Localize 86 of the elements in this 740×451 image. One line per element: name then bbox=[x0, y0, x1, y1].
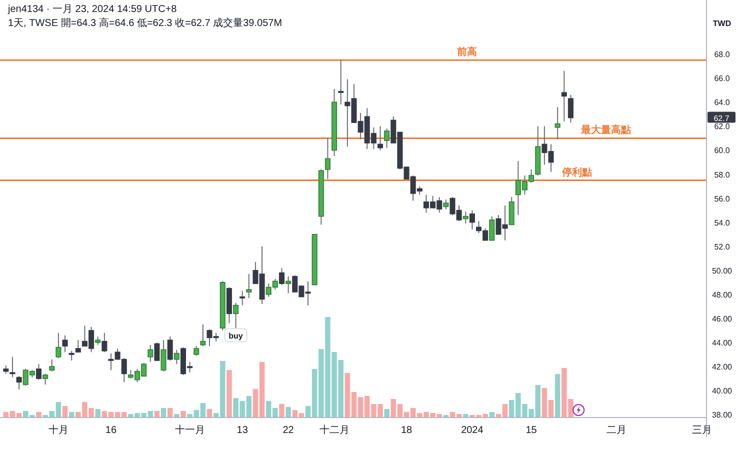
x-tick-label: 十月 bbox=[48, 424, 68, 436]
y-tick-label: 38.00 bbox=[712, 410, 733, 420]
candlestick bbox=[278, 267, 285, 286]
ref-line-label: 停利點 bbox=[561, 166, 592, 178]
x-tick-label: 13 bbox=[236, 425, 248, 436]
x-tick-label: 三月 bbox=[692, 425, 712, 436]
x-tick-label: 16 bbox=[105, 425, 117, 436]
candlestick bbox=[324, 138, 330, 180]
x-tick-label: 15 bbox=[526, 425, 538, 436]
annotation: buy bbox=[228, 331, 244, 340]
candlestick bbox=[10, 356, 16, 378]
candlestick bbox=[508, 196, 514, 226]
ref-line-label: 前高 bbox=[456, 46, 477, 58]
bar bbox=[489, 412, 495, 417]
y-tick-label: 62.0 bbox=[714, 122, 730, 132]
x-tick-label: 十一月 bbox=[174, 424, 205, 436]
bar bbox=[154, 411, 160, 417]
y-tick-label: 52.0 bbox=[714, 242, 730, 252]
bar bbox=[180, 411, 186, 417]
y-tick-label: 42.00 bbox=[712, 362, 733, 372]
chart-title: jen4134 · 一月 23, 2024 14:59 UTC+8 bbox=[7, 4, 178, 15]
candlestick bbox=[16, 376, 22, 390]
candlestick bbox=[568, 94, 574, 124]
y-tick-label: 60.0 bbox=[714, 146, 730, 156]
candlestick bbox=[174, 349, 180, 365]
bar bbox=[160, 408, 166, 417]
x-tick-label: 二月 bbox=[606, 425, 627, 436]
candlestick bbox=[233, 302, 239, 329]
candlestick bbox=[148, 344, 154, 362]
y-tick-label: 50.00 bbox=[712, 266, 733, 276]
y-tick-label: 40.00 bbox=[712, 386, 733, 396]
candlestick bbox=[56, 332, 62, 359]
candlestick bbox=[154, 342, 160, 362]
y-tick-label: 64.0 bbox=[714, 98, 730, 108]
bar bbox=[95, 409, 100, 417]
y-tick-label: 44.00 bbox=[712, 338, 733, 348]
y-tick-label: 48.00 bbox=[712, 290, 733, 300]
candlestick bbox=[68, 350, 74, 362]
bar bbox=[167, 408, 173, 417]
annotation: 62.7 bbox=[714, 114, 730, 123]
x-tick-label: 十二月 bbox=[319, 424, 350, 436]
candlestick bbox=[200, 324, 206, 347]
candlestick bbox=[42, 373, 48, 386]
bar bbox=[286, 407, 291, 417]
candlestick bbox=[554, 106, 560, 140]
x-tick-label: 22 bbox=[282, 425, 294, 436]
candlestick bbox=[160, 340, 166, 372]
y-tick-label: 46.00 bbox=[712, 314, 733, 324]
candlestick bbox=[377, 126, 384, 151]
bar bbox=[206, 409, 212, 417]
x-tick-label: 2024 bbox=[461, 425, 484, 436]
candlestick bbox=[286, 276, 292, 294]
bar bbox=[62, 406, 68, 417]
candlestick bbox=[338, 60, 344, 106]
text: 1天, TWSE 開=64.3 高=64.6 低=62.3 收=62.7 成交量39.057M bbox=[8, 17, 282, 29]
bar bbox=[68, 412, 74, 417]
y-axis-title: TWD bbox=[712, 19, 732, 28]
x-tick-label: 18 bbox=[400, 425, 413, 436]
bar bbox=[463, 414, 468, 417]
candlestick bbox=[75, 340, 81, 353]
y-tick-label: 54.0 bbox=[714, 218, 730, 228]
candlestick bbox=[561, 70, 567, 122]
ref-line-label: 最大量高點 bbox=[580, 124, 631, 136]
candlestick bbox=[469, 210, 475, 230]
candlestick bbox=[489, 216, 495, 241]
candlestick bbox=[384, 128, 390, 148]
bar bbox=[36, 412, 42, 417]
candlestick bbox=[167, 336, 173, 362]
candlestick bbox=[443, 198, 449, 210]
y-tick-label: 56.0 bbox=[714, 194, 730, 204]
candlestick bbox=[36, 364, 42, 380]
candlestick bbox=[102, 332, 108, 353]
bar bbox=[554, 374, 560, 417]
bar bbox=[174, 414, 180, 417]
y-tick-label: 66.0 bbox=[714, 74, 730, 84]
y-tick-label: 58.0 bbox=[714, 170, 730, 180]
candlestick bbox=[49, 358, 55, 372]
candlestick bbox=[246, 273, 252, 299]
candlestick bbox=[462, 211, 468, 224]
candlestick bbox=[194, 346, 200, 356]
bar bbox=[226, 370, 232, 417]
candlestick bbox=[240, 290, 246, 306]
bar bbox=[384, 409, 390, 417]
candlestick bbox=[62, 334, 68, 353]
bar bbox=[279, 404, 284, 417]
y-tick-label: 68.0 bbox=[714, 50, 730, 60]
